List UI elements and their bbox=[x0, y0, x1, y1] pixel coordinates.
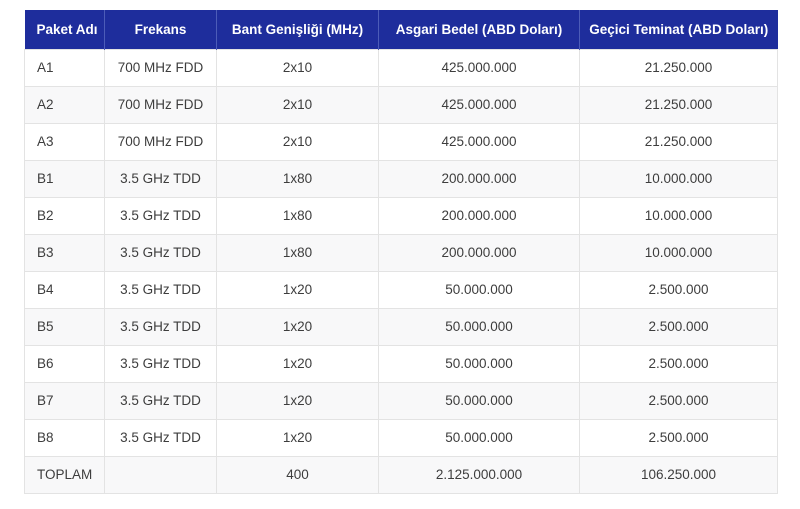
cell bbox=[104, 455, 217, 494]
table-row: B8 3.5 GHz TDD 1x20 50.000.000 2.500.000 bbox=[24, 418, 778, 457]
table-row: B4 3.5 GHz TDD 1x20 50.000.000 2.500.000 bbox=[24, 270, 778, 309]
cell: 700 MHz FDD bbox=[104, 122, 217, 161]
cell: 400 bbox=[216, 455, 379, 494]
column-header-asgari-bedel: Asgari Bedel (ABD Doları) bbox=[378, 10, 580, 49]
spectrum-packages-table-container: Paket Adı Frekans Bant Genişliği (MHz) A… bbox=[24, 10, 778, 494]
cell: 3.5 GHz TDD bbox=[104, 344, 217, 383]
cell: 1x20 bbox=[216, 418, 379, 457]
cell: 2.500.000 bbox=[579, 270, 778, 309]
cell: 1x20 bbox=[216, 270, 379, 309]
cell: 2.500.000 bbox=[579, 344, 778, 383]
cell: 106.250.000 bbox=[579, 455, 778, 494]
cell: B5 bbox=[24, 307, 105, 346]
cell: 1x20 bbox=[216, 381, 379, 420]
spectrum-packages-table: Paket Adı Frekans Bant Genişliği (MHz) A… bbox=[24, 10, 778, 494]
table-row: B1 3.5 GHz TDD 1x80 200.000.000 10.000.000 bbox=[24, 159, 778, 198]
cell: A1 bbox=[24, 48, 105, 87]
cell: 425.000.000 bbox=[378, 48, 580, 87]
cell: 50.000.000 bbox=[378, 307, 580, 346]
cell: 10.000.000 bbox=[579, 159, 778, 198]
cell: 50.000.000 bbox=[378, 418, 580, 457]
cell: 3.5 GHz TDD bbox=[104, 233, 217, 272]
cell: 50.000.000 bbox=[378, 381, 580, 420]
column-header-gecici-teminat: Geçici Teminat (ABD Doları) bbox=[579, 10, 778, 49]
header-row: Paket Adı Frekans Bant Genişliği (MHz) A… bbox=[24, 10, 778, 49]
cell: 2x10 bbox=[216, 85, 379, 124]
cell: 1x80 bbox=[216, 196, 379, 235]
cell: A2 bbox=[24, 85, 105, 124]
cell: B4 bbox=[24, 270, 105, 309]
column-header-bant-genisligi: Bant Genişliği (MHz) bbox=[216, 10, 379, 49]
table-row: A3 700 MHz FDD 2x10 425.000.000 21.250.000 bbox=[24, 122, 778, 161]
cell: 200.000.000 bbox=[378, 196, 580, 235]
table-header: Paket Adı Frekans Bant Genişliği (MHz) A… bbox=[24, 10, 778, 49]
cell: 10.000.000 bbox=[579, 233, 778, 272]
table-row: B3 3.5 GHz TDD 1x80 200.000.000 10.000.000 bbox=[24, 233, 778, 272]
cell: 1x80 bbox=[216, 233, 379, 272]
cell: 2.500.000 bbox=[579, 381, 778, 420]
cell: 21.250.000 bbox=[579, 122, 778, 161]
cell: B1 bbox=[24, 159, 105, 198]
total-row: TOPLAM 400 2.125.000.000 106.250.000 bbox=[24, 455, 778, 494]
cell: 3.5 GHz TDD bbox=[104, 270, 217, 309]
cell: 1x20 bbox=[216, 344, 379, 383]
column-header-paket-adi: Paket Adı bbox=[24, 10, 105, 49]
column-header-frekans: Frekans bbox=[104, 10, 217, 49]
cell: A3 bbox=[24, 122, 105, 161]
cell: B6 bbox=[24, 344, 105, 383]
cell: B3 bbox=[24, 233, 105, 272]
table-row: B6 3.5 GHz TDD 1x20 50.000.000 2.500.000 bbox=[24, 344, 778, 383]
cell: 425.000.000 bbox=[378, 122, 580, 161]
table-row: B7 3.5 GHz TDD 1x20 50.000.000 2.500.000 bbox=[24, 381, 778, 420]
cell: 700 MHz FDD bbox=[104, 48, 217, 87]
cell: 2.500.000 bbox=[579, 418, 778, 457]
cell: 1x80 bbox=[216, 159, 379, 198]
cell: 21.250.000 bbox=[579, 48, 778, 87]
cell: B8 bbox=[24, 418, 105, 457]
cell: 3.5 GHz TDD bbox=[104, 159, 217, 198]
cell: 10.000.000 bbox=[579, 196, 778, 235]
cell: 700 MHz FDD bbox=[104, 85, 217, 124]
cell: 200.000.000 bbox=[378, 233, 580, 272]
cell: 2x10 bbox=[216, 122, 379, 161]
cell: B7 bbox=[24, 381, 105, 420]
cell: 2x10 bbox=[216, 48, 379, 87]
cell: TOPLAM bbox=[24, 455, 105, 494]
cell: 1x20 bbox=[216, 307, 379, 346]
cell: 200.000.000 bbox=[378, 159, 580, 198]
table-row: A1 700 MHz FDD 2x10 425.000.000 21.250.000 bbox=[24, 48, 778, 87]
table-row: A2 700 MHz FDD 2x10 425.000.000 21.250.000 bbox=[24, 85, 778, 124]
cell: 3.5 GHz TDD bbox=[104, 307, 217, 346]
cell: 3.5 GHz TDD bbox=[104, 418, 217, 457]
cell: 2.500.000 bbox=[579, 307, 778, 346]
table-row: B2 3.5 GHz TDD 1x80 200.000.000 10.000.000 bbox=[24, 196, 778, 235]
cell: 50.000.000 bbox=[378, 270, 580, 309]
cell: 2.125.000.000 bbox=[378, 455, 580, 494]
table-body: A1 700 MHz FDD 2x10 425.000.000 21.250.000 A2… bbox=[24, 48, 778, 494]
cell: 3.5 GHz TDD bbox=[104, 381, 217, 420]
cell: 425.000.000 bbox=[378, 85, 580, 124]
cell: 3.5 GHz TDD bbox=[104, 196, 217, 235]
cell: 50.000.000 bbox=[378, 344, 580, 383]
cell: 21.250.000 bbox=[579, 85, 778, 124]
cell: B2 bbox=[24, 196, 105, 235]
table-row: B5 3.5 GHz TDD 1x20 50.000.000 2.500.000 bbox=[24, 307, 778, 346]
